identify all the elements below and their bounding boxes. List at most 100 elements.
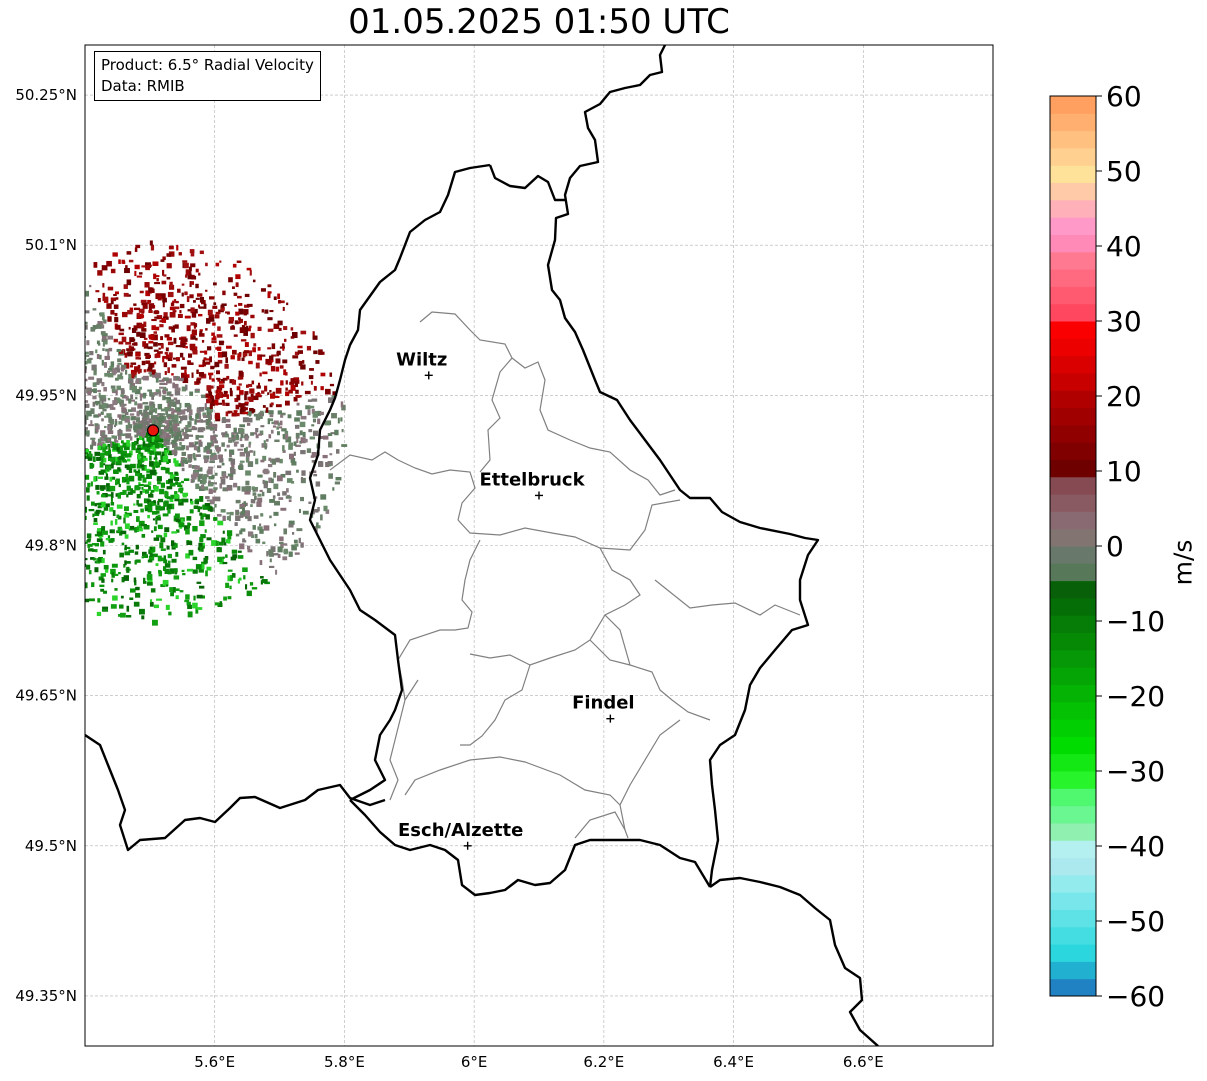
echo-pixel — [209, 449, 213, 454]
echo-pixel — [280, 507, 287, 511]
echo-pixel — [191, 329, 197, 336]
colorbar-segment — [1050, 944, 1096, 962]
echo-pixel — [148, 303, 155, 309]
echo-pixel — [137, 527, 143, 532]
echo-pixel — [187, 604, 192, 610]
echo-pixel — [212, 322, 216, 326]
echo-pixel — [56, 420, 60, 423]
echo-pixel — [296, 528, 303, 532]
echo-pixel — [275, 457, 280, 463]
echo-pixel — [329, 372, 333, 377]
echo-pixel — [211, 337, 217, 341]
echo-pixel — [47, 303, 52, 308]
echo-pixel — [245, 510, 251, 517]
echo-pixel — [241, 324, 245, 328]
echo-pixel — [155, 519, 158, 525]
echo-pixel — [50, 444, 56, 447]
echo-pixel — [9, 388, 14, 391]
colorbar-tick-label: 60 — [1106, 80, 1142, 113]
echo-pixel — [13, 422, 19, 427]
radar-site-marker — [147, 424, 160, 437]
echo-pixel — [198, 406, 205, 412]
echo-pixel — [239, 437, 243, 442]
echo-pixel — [19, 444, 22, 449]
echo-pixel — [62, 314, 65, 317]
echo-pixel — [216, 514, 222, 517]
echo-pixel — [66, 268, 68, 271]
echo-pixel — [8, 481, 13, 485]
echo-pixel — [77, 409, 80, 411]
echo-pixel — [101, 530, 108, 535]
echo-pixel — [7, 461, 13, 466]
country-borders — [85, 45, 879, 1046]
echo-pixel — [199, 413, 202, 420]
echo-pixel — [64, 429, 68, 433]
echo-pixel — [77, 468, 80, 471]
echo-pixel — [279, 541, 284, 545]
echo-pixel — [107, 370, 111, 374]
colorbar-segment — [1050, 857, 1096, 876]
echo-pixel — [202, 475, 205, 480]
echo-pixel — [96, 611, 102, 617]
echo-pixel — [217, 378, 221, 382]
echo-pixel — [276, 475, 283, 482]
echo-pixel — [103, 590, 108, 594]
echo-pixel — [288, 389, 293, 394]
echo-pixel — [126, 352, 130, 355]
echo-pixel — [222, 487, 229, 492]
echo-pixel — [193, 505, 199, 510]
echo-pixel — [24, 465, 29, 467]
echo-pixel — [77, 434, 79, 439]
echo-pixel — [77, 538, 82, 543]
echo-pixel — [267, 317, 273, 321]
echo-pixel — [65, 435, 69, 438]
echo-pixel — [146, 368, 152, 372]
echo-pixel — [102, 549, 106, 555]
echo-pixel — [176, 529, 180, 533]
echo-pixel — [140, 464, 145, 468]
echo-pixel — [272, 425, 277, 428]
echo-pixel — [125, 433, 132, 439]
echo-pixel — [130, 362, 137, 365]
echo-pixel — [2, 531, 5, 535]
echo-pixel — [164, 491, 169, 498]
echo-pixel — [169, 568, 175, 574]
echo-pixel — [254, 487, 259, 490]
echo-pixel — [159, 506, 166, 511]
colorbar-tick-label: −60 — [1106, 980, 1165, 1013]
echo-pixel — [269, 310, 274, 313]
echo-pixel — [95, 502, 102, 506]
echo-pixel — [32, 571, 34, 576]
echo-pixel — [270, 429, 274, 434]
echo-pixel — [69, 437, 74, 442]
echo-pixel — [75, 448, 79, 453]
echo-pixel — [281, 428, 287, 432]
echo-pixel — [253, 450, 256, 456]
echo-pixel — [156, 278, 159, 282]
echo-pixel — [170, 494, 176, 499]
echo-pixel — [123, 477, 129, 483]
echo-pixel — [75, 509, 79, 512]
echo-pixel — [242, 417, 249, 423]
echo-pixel — [110, 538, 115, 542]
echo-pixel — [11, 506, 14, 511]
echo-pixel — [129, 337, 135, 343]
echo-pixel — [209, 426, 215, 431]
echo-pixel — [284, 430, 289, 437]
echo-pixel — [174, 407, 178, 411]
echo-pixel — [214, 472, 218, 476]
echo-pixel — [99, 396, 104, 402]
echo-pixel — [192, 349, 198, 355]
echo-pixel — [185, 274, 188, 278]
echo-pixel — [225, 554, 228, 558]
echo-pixel — [59, 489, 62, 493]
echo-pixel — [267, 284, 272, 288]
echo-pixel — [102, 283, 105, 288]
echo-pixel — [138, 386, 142, 390]
echo-pixel — [101, 418, 104, 422]
echo-pixel — [80, 505, 84, 510]
colorbar-segment — [1050, 874, 1096, 893]
echo-pixel — [236, 386, 241, 391]
echo-pixel — [227, 311, 230, 315]
